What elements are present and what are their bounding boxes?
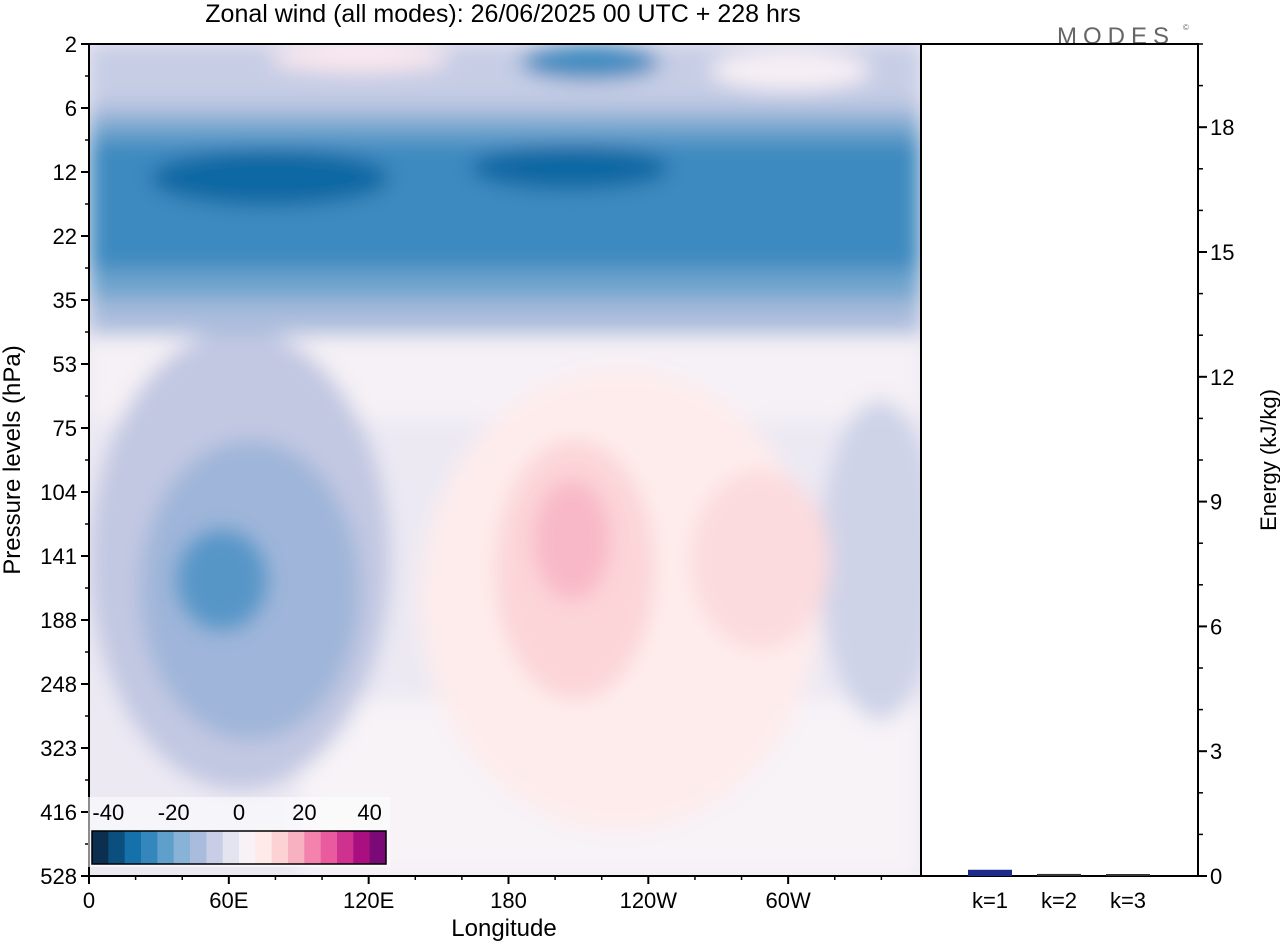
- colorbar-swatch: [304, 831, 322, 864]
- field-top-easterly-core: [520, 44, 660, 80]
- field-easterly-east: [820, 400, 921, 720]
- x-tick-label: 180: [490, 888, 527, 913]
- energy-tick-label: 0: [1210, 864, 1222, 889]
- colorbar-swatch: [124, 831, 142, 864]
- colorbar-swatch: [369, 831, 387, 864]
- field-easterly-core: [177, 530, 267, 630]
- energy-tick-label: 15: [1210, 240, 1234, 265]
- colorbar-tick-label: -20: [158, 800, 190, 825]
- energy-bar-label: k=3: [1110, 888, 1146, 913]
- colorbar-tick-label: 0: [233, 800, 245, 825]
- y-tick-label: 6: [65, 96, 77, 121]
- energy-tick-label: 6: [1210, 614, 1222, 639]
- x-tick-label: 60E: [209, 888, 248, 913]
- y-tick-label: 141: [40, 544, 77, 569]
- chart-title: Zonal wind (all modes): 26/06/2025 00 UT…: [205, 0, 800, 28]
- x-axis-ticks: 0 60E 120E 180 120W 60W: [83, 876, 883, 913]
- colorbar-swatch: [141, 831, 158, 864]
- y-tick-label: 104: [40, 480, 77, 505]
- energy-axis-ticks: 0 3 6 9 12 15 18: [1198, 43, 1234, 889]
- colorbar-swatch: [206, 831, 224, 864]
- energy-tick-label: 9: [1210, 490, 1222, 515]
- x-tick-label: 120E: [343, 888, 394, 913]
- colorbar-swatch: [92, 831, 109, 864]
- colorbar-frame: [91, 830, 387, 865]
- energy-bar: [968, 869, 1012, 876]
- y-tick-label: 188: [40, 608, 77, 633]
- y-tick-label: 75: [53, 416, 77, 441]
- y-tick-label: 22: [53, 224, 77, 249]
- colorbar-swatch: [173, 831, 191, 864]
- modes-logo: MODES: [1057, 23, 1175, 50]
- colorbar-swatch: [108, 831, 126, 864]
- colorbar-swatch: [353, 831, 371, 864]
- y-axis-label: Pressure levels (hPa): [0, 345, 26, 574]
- colorbar-swatch: [337, 831, 354, 864]
- energy-tick-label: 18: [1210, 115, 1234, 140]
- energy-tick-label: 3: [1210, 739, 1222, 764]
- x-tick-label: 120W: [620, 888, 678, 913]
- copyright-mark: ©: [1183, 23, 1189, 32]
- energy-tick-label: 12: [1210, 365, 1234, 390]
- energy-panel-frame: [920, 43, 1199, 877]
- field-top-westerly-2: [710, 50, 870, 90]
- y-tick-label: 416: [40, 800, 77, 825]
- field-jet-core-west: [150, 150, 390, 206]
- colorbar-swatch: [255, 831, 273, 864]
- colorbar-swatch: [190, 831, 207, 864]
- energy-bar: [1106, 874, 1150, 876]
- y-tick-label: 248: [40, 672, 77, 697]
- y-tick-label: 528: [40, 864, 77, 889]
- y-tick-label: 323: [40, 736, 77, 761]
- y-tick-label: 12: [53, 160, 77, 185]
- colorbar-swatch: [271, 831, 289, 864]
- colorbar-tick-label: -40: [92, 800, 124, 825]
- energy-axis-label: Energy (kJ/kg): [1256, 389, 1280, 531]
- x-tick-label: 0: [83, 888, 95, 913]
- x-tick-label: 60W: [766, 888, 811, 913]
- y-tick-label: 53: [53, 352, 77, 377]
- x-axis-label: Longitude: [451, 915, 556, 942]
- colorbar-swatch: [288, 831, 305, 864]
- energy-bar: [1037, 873, 1081, 876]
- energy-bars: k=1 k=2 k=3: [968, 869, 1150, 913]
- energy-bar-label: k=2: [1041, 888, 1077, 913]
- y-tick-label: 2: [65, 32, 77, 57]
- colorbar-tick-label: 20: [292, 800, 316, 825]
- field-westerly-secondary: [690, 470, 830, 650]
- colorbar: -40 -20 0 20 40: [88, 797, 390, 867]
- y-tick-label: 35: [53, 288, 77, 313]
- colorbar-tick-label: 40: [357, 800, 381, 825]
- colorbar-swatch: [157, 831, 175, 864]
- colorbar-swatch: [320, 831, 338, 864]
- y-axis-ticks: 2 6 12 22 35 53 75 104 141 188 248 323 416 528: [40, 32, 89, 889]
- heatmap-field: [89, 44, 921, 876]
- colorbar-swatch: [222, 831, 240, 864]
- field-top-westerly-1: [270, 44, 450, 72]
- field-westerly-core: [534, 480, 610, 600]
- colorbar-swatch: [239, 831, 256, 864]
- energy-bar-label: k=1: [972, 888, 1008, 913]
- field-jet-core-east: [470, 146, 670, 190]
